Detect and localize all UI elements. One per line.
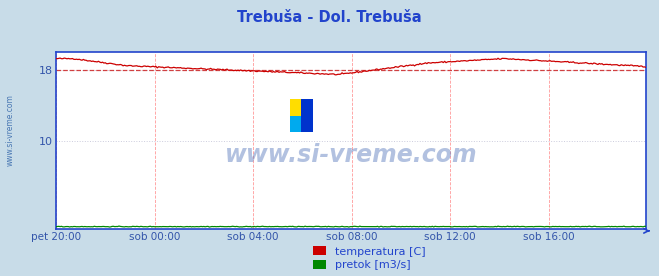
Bar <box>290 99 301 116</box>
Bar <box>290 116 301 132</box>
Text: Trebuša - Dol. Trebuša: Trebuša - Dol. Trebuša <box>237 10 422 25</box>
Polygon shape <box>301 99 313 132</box>
Text: www.si-vreme.com: www.si-vreme.com <box>225 143 477 167</box>
Text: www.si-vreme.com: www.si-vreme.com <box>5 94 14 166</box>
Legend: temperatura [C], pretok [m3/s]: temperatura [C], pretok [m3/s] <box>312 246 426 270</box>
